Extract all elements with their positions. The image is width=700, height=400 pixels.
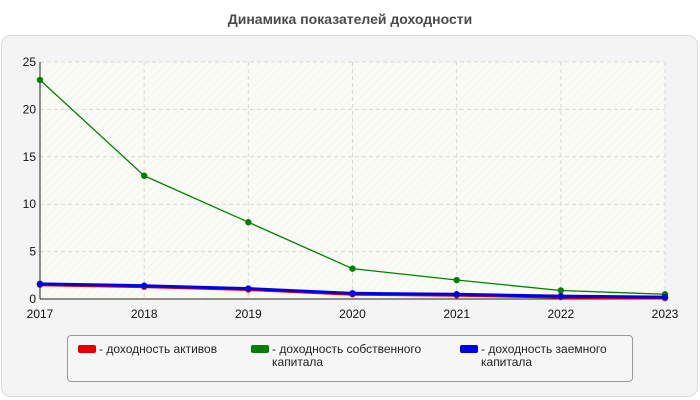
y-tick-label: 10 bbox=[23, 197, 37, 211]
y-tick-label: 20 bbox=[23, 102, 37, 116]
legend-label-assets: - доходность активов bbox=[99, 342, 218, 356]
x-tick-label: 2019 bbox=[235, 307, 262, 321]
legend-swatch-equity bbox=[251, 345, 269, 353]
data-point bbox=[245, 219, 252, 226]
x-tick-label: 2018 bbox=[131, 307, 158, 321]
y-tick-label: 15 bbox=[23, 150, 37, 164]
legend-label-equity: - доходность собственного капитала bbox=[272, 342, 422, 369]
y-tick-label: 0 bbox=[29, 292, 36, 306]
y-tick-label: 5 bbox=[29, 245, 36, 259]
data-point bbox=[557, 292, 565, 300]
data-point bbox=[349, 265, 356, 272]
data-point bbox=[349, 290, 356, 297]
data-point bbox=[140, 172, 148, 179]
x-tick-label: 2020 bbox=[339, 307, 366, 321]
data-point bbox=[557, 287, 565, 294]
legend: - доходность активов - доходность собств… bbox=[67, 335, 633, 382]
legend-swatch-assets bbox=[78, 345, 96, 353]
x-tick-label: 2023 bbox=[652, 307, 679, 321]
chart-title: Динамика показателей доходности bbox=[227, 11, 473, 27]
data-point bbox=[453, 276, 460, 284]
x-tick-label: 2017 bbox=[27, 307, 54, 321]
x-tick-label: 2021 bbox=[443, 307, 470, 321]
series bbox=[36, 76, 669, 302]
data-point bbox=[36, 76, 44, 84]
legend-swatch-debt bbox=[460, 345, 478, 353]
data-point bbox=[453, 291, 460, 298]
data-point bbox=[36, 280, 44, 288]
data-point bbox=[245, 285, 252, 292]
data-point bbox=[140, 282, 148, 289]
x-tick-label: 2022 bbox=[547, 307, 574, 321]
tick-labels: 0 5 10 15 20 25 2017 2018 2019 2020 2021 2022 2023 bbox=[23, 55, 679, 321]
data-point bbox=[661, 293, 669, 301]
y-tick-label: 25 bbox=[23, 55, 37, 69]
grid bbox=[40, 61, 666, 299]
legend-label-debt: - доходность заемного капитала bbox=[481, 342, 607, 369]
